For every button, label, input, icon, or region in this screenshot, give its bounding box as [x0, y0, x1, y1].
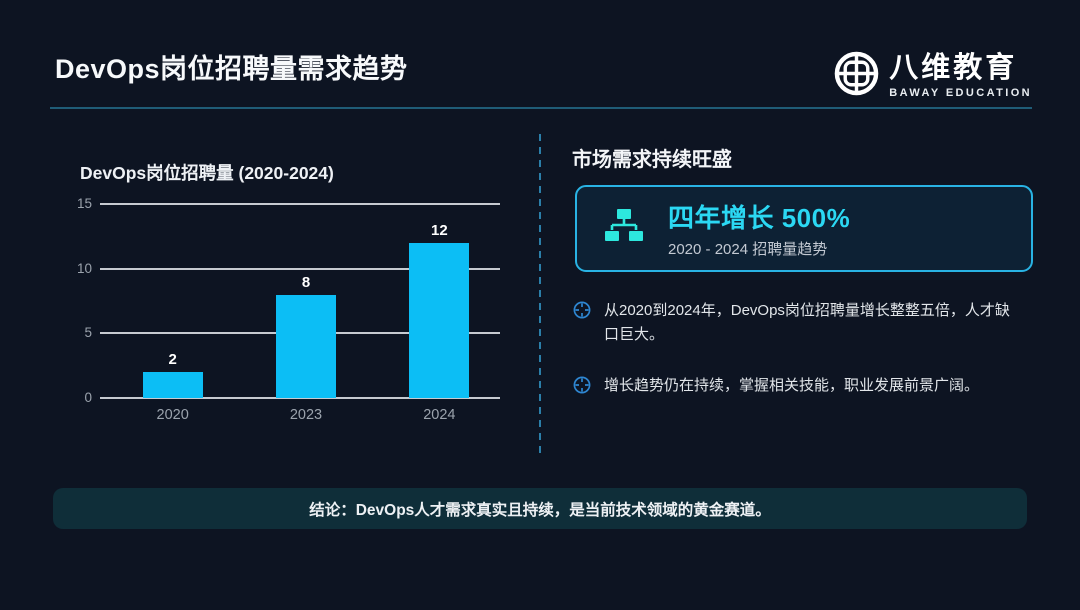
chart-title: DevOps岗位招聘量 (2020-2024) [80, 163, 334, 183]
right-panel-heading: 市场需求持续旺盛 [572, 149, 732, 171]
vertical-divider [539, 134, 541, 458]
chart-bar [276, 294, 336, 398]
y-tick-label: 10 [76, 260, 92, 276]
brand-name: 八维教育 [889, 52, 1018, 85]
header-divider-line [50, 107, 1032, 109]
y-tick-label: 15 [76, 196, 92, 211]
crosshair-icon [572, 300, 592, 325]
brand-subtitle: BAWAY EDUCATION [889, 86, 1032, 99]
page-title: DevOps岗位招聘量需求趋势 [55, 54, 408, 84]
globe-grid-icon [833, 50, 880, 102]
bullet-list: 从2020到2024年，DevOps岗位招聘量增长整整五倍，人才缺口巨大。 增长… [572, 299, 1020, 400]
bar-chart: 0 5 10 15 2 2020 8 2023 12 2024 [77, 196, 500, 423]
chart-bar [142, 372, 203, 398]
x-tick-label: 2024 [423, 407, 456, 423]
bullet-text: 从2020到2024年，DevOps岗位招聘量增长整整五倍，人才缺口巨大。 [604, 302, 1010, 343]
sitemap-icon [604, 208, 644, 249]
y-tick-label: 5 [84, 325, 92, 341]
conclusion-banner: 结论：DevOps人才需求真实且持续，是当前技术领域的黄金赛道。 [53, 488, 1027, 529]
y-tick-label: 0 [84, 390, 92, 405]
bullet-text: 增长趋势仍在持续，掌握相关技能，职业发展前景广阔。 [604, 377, 980, 394]
grid-line [100, 203, 500, 205]
grid-line [100, 397, 500, 399]
growth-highlight-card: 四年增长 500% 2020 - 2024 招聘量趋势 [575, 185, 1033, 272]
bar-value-label: 12 [430, 221, 448, 239]
x-tick-label: 2023 [289, 407, 323, 423]
x-tick-label: 2020 [156, 407, 189, 423]
growth-headline: 四年增长 500% [668, 203, 851, 233]
conclusion-text: 结论：DevOps人才需求真实且持续，是当前技术领域的黄金赛道。 [309, 501, 771, 519]
bar-value-label: 8 [301, 273, 311, 291]
brand-logo: 八维教育 BAWAY EDUCATION [833, 50, 1032, 102]
list-item: 增长趋势仍在持续，掌握相关技能，职业发展前景广阔。 [572, 374, 1020, 400]
list-item: 从2020到2024年，DevOps岗位招聘量增长整整五倍，人才缺口巨大。 [572, 299, 1020, 347]
growth-subtitle: 2020 - 2024 招聘量趋势 [668, 241, 828, 258]
crosshair-icon [572, 375, 592, 400]
chart-bar [409, 242, 470, 398]
grid-line [100, 267, 500, 270]
bar-value-label: 2 [168, 351, 177, 369]
